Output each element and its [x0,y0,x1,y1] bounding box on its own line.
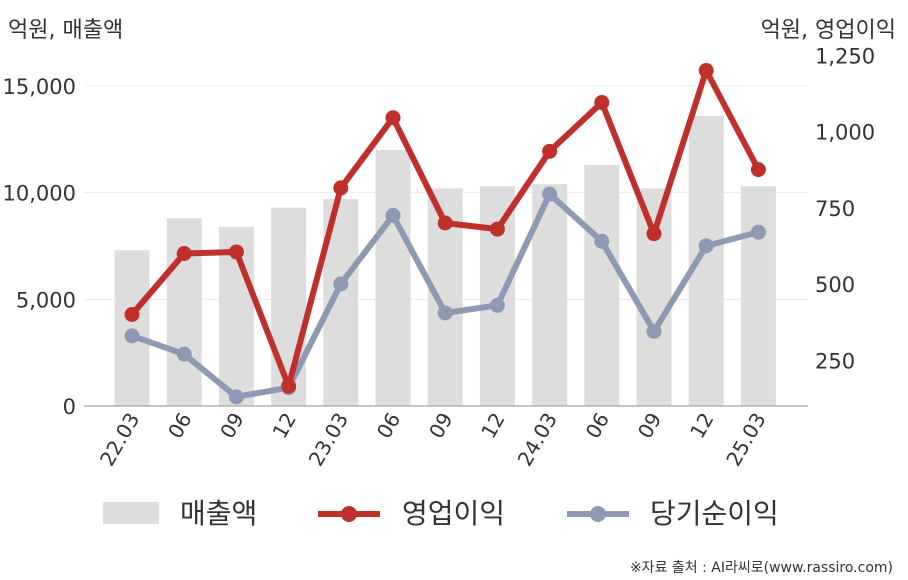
x-tick: 24.03 [513,409,562,471]
operating-profit-point [124,307,140,322]
x-tick: 06 [163,409,197,443]
net-income-point [542,186,558,202]
y-left-tick: 15,000 [3,75,76,99]
net-income-point [333,276,349,292]
x-tick: 09 [424,409,458,443]
source-credit: ※자료 출처 : AI라씨로(www.rassiro.com) [630,560,893,576]
legend: 매출액 영업이익 당기순이익 [103,497,779,530]
x-tick: 23.03 [304,409,353,471]
net-income-point [594,233,610,249]
x-tick: 12 [476,409,510,443]
operating-profit-point [594,95,610,111]
x-tick: 22.03 [95,409,144,471]
operating-profit-point [646,226,662,242]
y-left-tick: 0 [63,395,76,419]
operating-profit-point [698,63,714,78]
x-tick: 25.03 [721,409,770,471]
right-unit-label: 억원, 영업이익 [761,18,896,43]
net-income-point [124,328,140,344]
x-tick-labels: 22.03 06 09 12 23.03 06 09 12 24.03 06 09 12 25.03 [95,409,771,471]
net-income-point [698,238,714,254]
y-right-tick: 500 [815,273,855,297]
legend-label-revenue: 매출액 [180,497,257,530]
operating-profit-point [437,215,453,231]
x-tick: 12 [685,409,719,443]
operating-profit-point [542,143,558,159]
revenue-bar [375,150,411,406]
y-right-tick: 1,000 [815,121,875,145]
operating-profit-point [281,378,297,394]
y-left-tick: 10,000 [3,182,76,206]
operating-profit-point [228,244,244,260]
operating-profit-point [176,246,192,261]
net-income-point [228,389,244,405]
net-income-point [437,305,453,321]
operating-profit-point [385,110,401,126]
net-income-point [750,224,766,240]
revenue-bars [114,115,776,406]
net-income-point [176,346,192,362]
revenue-bar [479,186,515,406]
revenue-bar [636,188,672,406]
legend-label-net-income: 당기순이익 [650,497,779,530]
x-tick: 09 [215,409,249,443]
legend-swatch-revenue [103,502,159,524]
left-unit-label: 억원, 매출액 [8,18,123,43]
legend-label-operating-profit: 영업이익 [402,497,505,530]
operating-profit-point [489,221,505,237]
operating-profit-point [750,162,766,178]
y-right-tick-labels: 250 500 750 1,000 1,250 [815,44,875,373]
y-right-tick: 250 [815,349,855,373]
net-income-point [489,297,505,313]
net-income-point [385,207,401,223]
legend-marker-net-income [590,506,606,522]
y-left-tick: 5,000 [16,288,76,312]
y-left-tick-labels: 0 5,000 10,000 15,000 [3,75,76,419]
profit-lines [124,63,766,405]
revenue-bar [271,207,307,406]
revenue-bar [584,164,620,406]
x-tick: 09 [633,409,667,443]
x-tick: 12 [267,409,301,443]
y-right-tick: 750 [815,197,855,221]
legend-marker-operating-profit [341,506,357,522]
x-tick: 06 [581,409,615,443]
operating-profit-point [333,180,349,196]
revenue-bar [740,186,776,406]
y-right-tick: 1,250 [815,44,875,68]
x-tick: 06 [372,409,406,443]
revenue-bar [114,250,150,406]
net-income-point [646,323,662,339]
